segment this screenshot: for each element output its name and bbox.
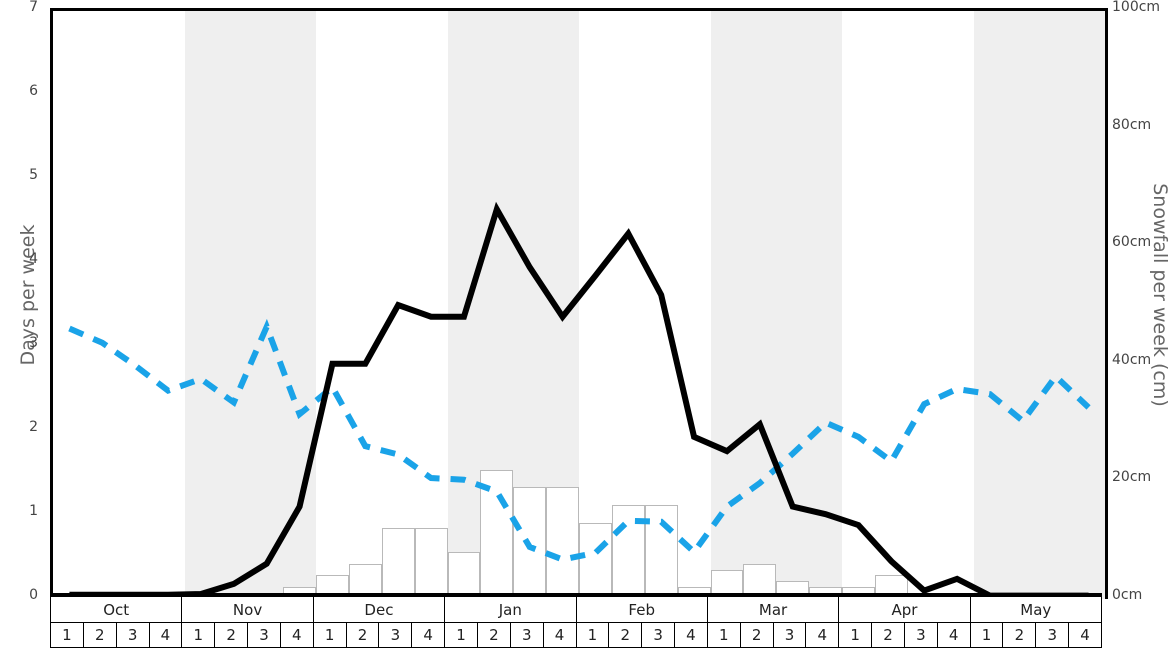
y-left-tick-6: 6: [29, 83, 38, 99]
week-cell-dec-2[interactable]: 2: [346, 623, 380, 647]
month-cell-jan[interactable]: Jan: [445, 597, 577, 622]
week-cell-nov-2[interactable]: 2: [215, 623, 249, 647]
y-left-tick-0: 0: [29, 587, 38, 603]
y-left-tick-2: 2: [29, 419, 38, 435]
month-cell-oct[interactable]: Oct: [51, 597, 183, 622]
y-right-tick-20cm: 20cm: [1112, 469, 1152, 486]
y-right-tick-40cm: 40cm: [1112, 351, 1152, 368]
week-cell-dec-4[interactable]: 4: [412, 623, 446, 647]
bar-dec-3: [381, 528, 415, 599]
week-cell-apr-3[interactable]: 3: [904, 623, 938, 647]
y-left-tick-7: 7: [29, 0, 38, 15]
y-left-tick-5: 5: [29, 167, 38, 183]
y-right-tick-60cm: 60cm: [1112, 234, 1152, 251]
month-cell-feb[interactable]: Feb: [576, 597, 708, 622]
month-cell-may[interactable]: May: [970, 597, 1102, 622]
week-cell-mar-4[interactable]: 4: [806, 623, 840, 647]
week-cell-feb-4[interactable]: 4: [675, 623, 708, 647]
plot-inner: [53, 11, 1105, 599]
week-cell-nov-4[interactable]: 4: [280, 623, 314, 647]
week-cell-dec-3[interactable]: 3: [379, 623, 413, 647]
week-cell-may-2[interactable]: 2: [1003, 623, 1037, 647]
week-cell-mar-1[interactable]: 1: [707, 623, 741, 647]
week-cell-jan-2[interactable]: 2: [477, 623, 511, 647]
week-cell-oct-2[interactable]: 2: [83, 623, 117, 647]
week-cell-feb-2[interactable]: 2: [609, 623, 643, 647]
week-cell-jan-3[interactable]: 3: [510, 623, 544, 647]
week-cell-feb-3[interactable]: 3: [642, 623, 676, 647]
week-cell-nov-1[interactable]: 1: [182, 623, 216, 647]
bar-jan-4: [546, 487, 579, 599]
bar-jan-1: [447, 551, 481, 599]
week-cell-mar-2[interactable]: 2: [740, 623, 774, 647]
snow-days-solid-line: [69, 201, 1089, 599]
month-band-may: [973, 11, 1105, 599]
month-band-nov: [184, 11, 316, 599]
week-cell-dec-1[interactable]: 1: [313, 623, 347, 647]
month-cell-apr[interactable]: Apr: [839, 597, 971, 622]
month-label-row: Oct Nov Dec Jan Feb Mar Apr May: [50, 596, 1102, 622]
week-cell-apr-1[interactable]: 1: [839, 623, 873, 647]
y-right-tick-80cm: 80cm: [1112, 116, 1152, 133]
week-cell-oct-3[interactable]: 3: [116, 623, 150, 647]
bar-feb-1: [579, 522, 612, 599]
y-left-tick-1: 1: [29, 503, 38, 519]
y-axis-right-title: Snowfall per week (cm): [1149, 183, 1168, 407]
week-cell-apr-2[interactable]: 2: [872, 623, 905, 647]
week-cell-oct-1[interactable]: 1: [51, 623, 84, 647]
week-cell-oct-4[interactable]: 4: [149, 623, 183, 647]
plot-area: [50, 8, 1108, 599]
week-cell-feb-1[interactable]: 1: [576, 623, 610, 647]
month-cell-nov[interactable]: Nov: [182, 597, 314, 622]
month-cell-mar[interactable]: Mar: [707, 597, 840, 622]
week-cell-nov-3[interactable]: 3: [248, 623, 281, 647]
month-cell-dec[interactable]: Dec: [313, 597, 446, 622]
week-cell-apr-4[interactable]: 4: [937, 623, 971, 647]
bar-jan-2: [480, 469, 514, 599]
y-right-tick-0cm: 0cm: [1112, 587, 1143, 603]
week-cell-jan-1[interactable]: 1: [445, 623, 478, 647]
week-cell-may-4[interactable]: 4: [1069, 623, 1102, 647]
x-axis-baseline: [50, 593, 1102, 597]
y-right-tick-100cm: 100cm: [1112, 0, 1161, 15]
bar-dec-4: [414, 528, 448, 599]
week-cell-may-1[interactable]: 1: [970, 623, 1004, 647]
y-left-tick-4: 4: [29, 251, 38, 267]
y-left-tick-3: 3: [29, 335, 38, 351]
series-lines: [68, 201, 1091, 599]
week-cell-jan-4[interactable]: 4: [543, 623, 577, 647]
week-cell-mar-3[interactable]: 3: [773, 623, 807, 647]
snow-depth-dashed-line: [68, 318, 1091, 563]
week-cell-may-3[interactable]: 3: [1036, 623, 1070, 647]
